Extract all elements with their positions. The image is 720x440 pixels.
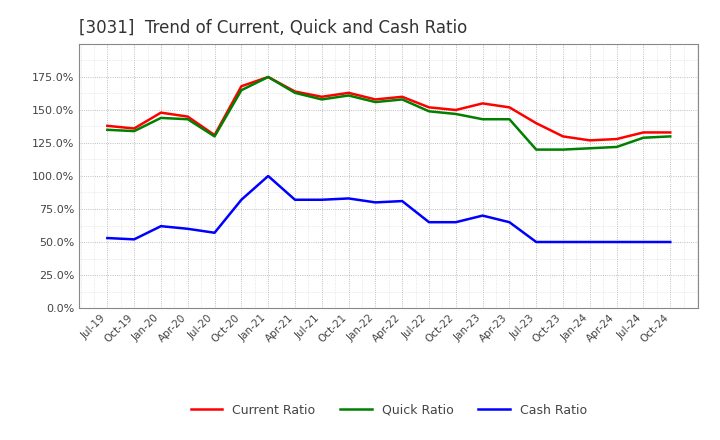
Quick Ratio <box>344 93 353 98</box>
Cash Ratio <box>210 230 219 235</box>
Quick Ratio <box>451 111 460 117</box>
Quick Ratio <box>157 115 166 121</box>
Quick Ratio <box>666 134 675 139</box>
Current Ratio <box>666 130 675 135</box>
Quick Ratio <box>585 146 594 151</box>
Quick Ratio <box>130 128 138 134</box>
Current Ratio <box>612 136 621 142</box>
Cash Ratio <box>666 239 675 245</box>
Current Ratio <box>237 84 246 89</box>
Current Ratio <box>478 101 487 106</box>
Cash Ratio <box>344 196 353 201</box>
Line: Quick Ratio: Quick Ratio <box>107 77 670 150</box>
Current Ratio <box>210 132 219 138</box>
Current Ratio <box>318 94 326 99</box>
Current Ratio <box>130 126 138 131</box>
Cash Ratio <box>157 224 166 229</box>
Current Ratio <box>451 107 460 113</box>
Current Ratio <box>344 90 353 95</box>
Current Ratio <box>398 94 407 99</box>
Current Ratio <box>639 130 648 135</box>
Current Ratio <box>371 97 379 102</box>
Current Ratio <box>264 74 272 80</box>
Cash Ratio <box>130 237 138 242</box>
Quick Ratio <box>210 134 219 139</box>
Cash Ratio <box>184 226 192 231</box>
Quick Ratio <box>184 117 192 122</box>
Cash Ratio <box>291 197 300 202</box>
Quick Ratio <box>612 144 621 150</box>
Cash Ratio <box>612 239 621 245</box>
Current Ratio <box>532 121 541 126</box>
Quick Ratio <box>505 117 514 122</box>
Quick Ratio <box>103 127 112 132</box>
Cash Ratio <box>559 239 567 245</box>
Cash Ratio <box>505 220 514 225</box>
Cash Ratio <box>451 220 460 225</box>
Quick Ratio <box>559 147 567 152</box>
Cash Ratio <box>371 200 379 205</box>
Quick Ratio <box>291 90 300 95</box>
Quick Ratio <box>532 147 541 152</box>
Quick Ratio <box>398 97 407 102</box>
Text: [3031]  Trend of Current, Quick and Cash Ratio: [3031] Trend of Current, Quick and Cash … <box>79 19 467 37</box>
Quick Ratio <box>264 74 272 80</box>
Quick Ratio <box>371 99 379 105</box>
Cash Ratio <box>398 198 407 204</box>
Cash Ratio <box>478 213 487 218</box>
Current Ratio <box>157 110 166 115</box>
Cash Ratio <box>103 235 112 241</box>
Cash Ratio <box>264 173 272 179</box>
Quick Ratio <box>237 88 246 93</box>
Cash Ratio <box>237 197 246 202</box>
Line: Current Ratio: Current Ratio <box>107 77 670 140</box>
Current Ratio <box>559 134 567 139</box>
Current Ratio <box>103 123 112 128</box>
Line: Cash Ratio: Cash Ratio <box>107 176 670 242</box>
Quick Ratio <box>478 117 487 122</box>
Cash Ratio <box>639 239 648 245</box>
Cash Ratio <box>532 239 541 245</box>
Quick Ratio <box>639 135 648 140</box>
Quick Ratio <box>318 97 326 102</box>
Current Ratio <box>184 114 192 119</box>
Cash Ratio <box>318 197 326 202</box>
Current Ratio <box>585 138 594 143</box>
Current Ratio <box>425 105 433 110</box>
Quick Ratio <box>425 109 433 114</box>
Current Ratio <box>291 89 300 94</box>
Current Ratio <box>505 105 514 110</box>
Legend: Current Ratio, Quick Ratio, Cash Ratio: Current Ratio, Quick Ratio, Cash Ratio <box>186 399 592 422</box>
Cash Ratio <box>425 220 433 225</box>
Cash Ratio <box>585 239 594 245</box>
